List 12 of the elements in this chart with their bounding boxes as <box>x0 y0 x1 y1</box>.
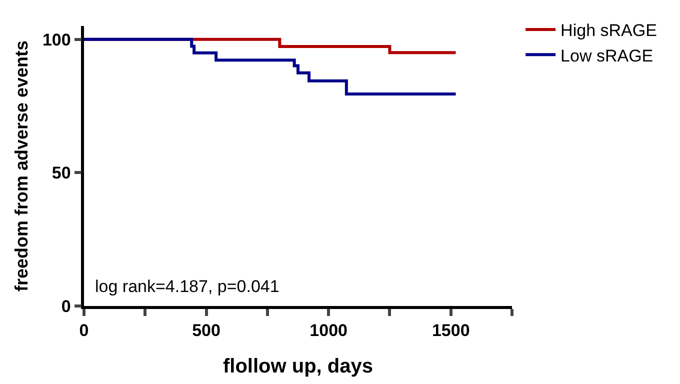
y-tick-label: 50 <box>52 164 71 183</box>
legend-label: Low sRAGE <box>560 46 654 66</box>
y-axis-title: freedom from adverse events <box>12 40 32 292</box>
x-axis-title: flollow up, days <box>222 356 374 378</box>
x-tick-label: 1500 <box>432 321 470 340</box>
annotation: log rank=4.187, p=0.041 <box>95 277 280 296</box>
x-tick-label: 1000 <box>310 321 348 340</box>
x-tick-label: 0 <box>79 321 89 340</box>
y-tick-label: 0 <box>61 296 71 316</box>
y-tick-label: 100 <box>42 30 71 50</box>
legend-label: High sRAGE <box>560 21 657 40</box>
x-tick-label: 500 <box>192 321 220 340</box>
